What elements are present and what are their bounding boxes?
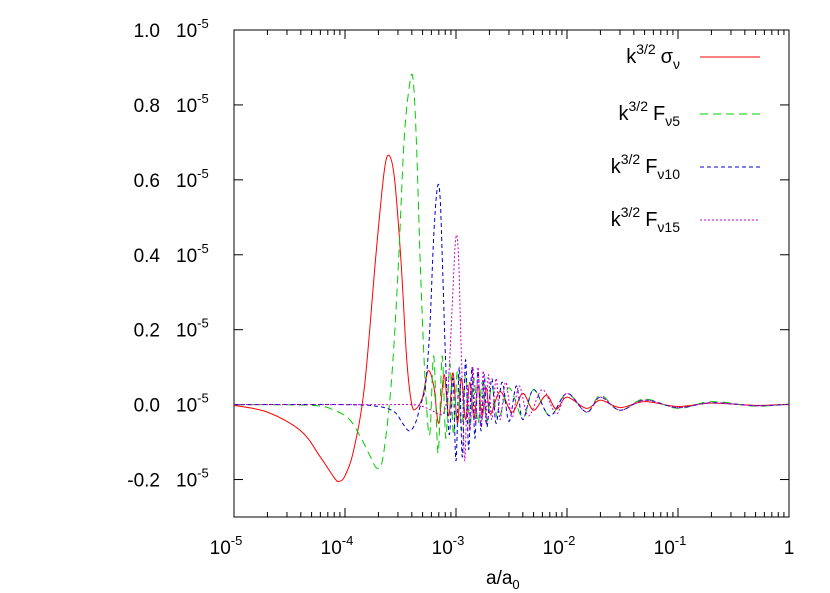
y-tick-unit: 10-5: [176, 166, 209, 192]
y-tick-unit: 10-5: [176, 16, 209, 42]
series-line-2: [233, 73, 790, 469]
y-tick-label: 1.0: [134, 21, 160, 42]
x-tick-label: 1: [784, 538, 795, 559]
y-tick-label: 0.8: [134, 96, 160, 117]
y-axis: 1.0 10-5 0.8 10-5 0.6 10-5 0.4 10-5 0.2 10-5 0.0 10…: [127, 16, 789, 492]
legend-label-2: k3/2 Fν5: [619, 98, 681, 129]
legend-label-3: k3/2 Fν10: [611, 151, 680, 182]
series-layer: [233, 73, 790, 483]
x-tick-label: 10-1: [654, 533, 687, 559]
y-tick-label: 0.2: [134, 321, 160, 342]
x-axis: 10-5 10-4 10-3 10-2 10-1 1: [210, 30, 795, 559]
plot-frame: [233, 29, 790, 518]
y-tick-unit: 10-5: [176, 316, 209, 342]
x-tick-label: 10-5: [210, 533, 243, 559]
series-line-3: [233, 183, 790, 462]
y-tick-unit: 10-5: [176, 91, 209, 117]
y-tick-label: 0.0: [134, 396, 160, 417]
x-axis-title: a/a0: [486, 568, 520, 592]
y-tick-unit: 10-5: [176, 391, 209, 417]
y-tick-unit: 10-5: [176, 241, 209, 267]
series-line-4: [234, 234, 790, 462]
x-tick-label: 10-2: [543, 533, 576, 559]
legend: k3/2 σν k3/2 Fν5 k3/2 Fν10 k3/2 Fν15: [611, 41, 760, 235]
x-axis-title-subscript: 0: [512, 577, 519, 592]
y-tick-label: -0.2: [127, 471, 160, 492]
x-tick-label: 10-3: [432, 533, 465, 559]
legend-label-4: k3/2 Fν15: [611, 204, 680, 235]
series-line-1: [233, 154, 790, 483]
y-tick-unit: 10-5: [176, 466, 209, 492]
y-tick-label: 0.6: [134, 171, 160, 192]
x-tick-label: 10-4: [321, 533, 354, 559]
legend-label-1: k3/2 σν: [626, 41, 680, 72]
y-tick-label: 0.4: [134, 246, 161, 267]
